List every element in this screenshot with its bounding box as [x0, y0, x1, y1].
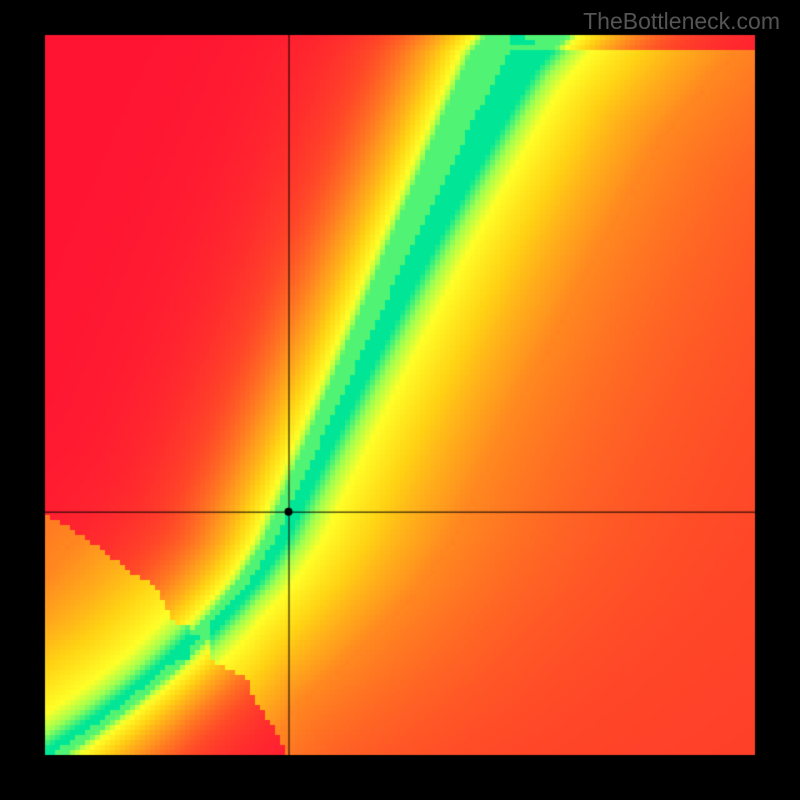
watermark-text: TheBottleneck.com: [583, 8, 780, 35]
bottleneck-heatmap: [0, 0, 800, 800]
chart-container: TheBottleneck.com: [0, 0, 800, 800]
